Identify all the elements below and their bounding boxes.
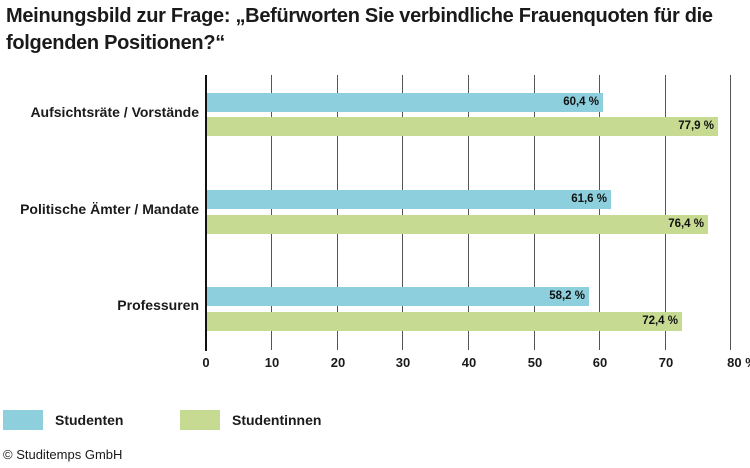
bar-studentinnen: 77,9 % [207, 117, 718, 136]
x-tick-label: 60 [592, 355, 608, 370]
legend-label-studenten: Studenten [55, 412, 124, 428]
gridline-60 [599, 75, 600, 350]
bar-studenten: 60,4 % [207, 93, 603, 112]
x-tick-label: 30 [395, 355, 411, 370]
gridline-50 [534, 75, 535, 350]
category-label: Professuren [117, 297, 199, 313]
bar-value-label: 72,4 % [642, 315, 678, 327]
x-tick-label: 50 [527, 355, 543, 370]
copyright-notice: © Studitemps GmbH [3, 447, 123, 462]
bar-value-label: 60,4 % [563, 96, 599, 108]
chart-title: Meinungsbild zur Frage: „Befürworten Sie… [6, 5, 713, 54]
gridline-70 [665, 75, 666, 350]
legend-label-studentinnen: Studentinnen [232, 412, 322, 428]
x-tick-label: 10 [264, 355, 280, 370]
bar-value-label: 77,9 % [678, 120, 714, 132]
x-tick-label: 80 % [727, 355, 750, 370]
legend-swatch-studenten [3, 410, 43, 430]
bar-value-label: 58,2 % [549, 290, 585, 302]
bar-studenten: 58,2 % [207, 287, 589, 306]
gridline-20 [337, 75, 338, 350]
category-label: Politische Ämter / Mandate [20, 201, 199, 217]
bar-value-label: 61,6 % [571, 193, 607, 205]
category-label: Aufsichtsräte / Vorstände [30, 104, 199, 120]
legend: Studenten Studentinnen [0, 408, 750, 432]
gridline-30 [402, 75, 403, 350]
legend-swatch-studentinnen [180, 410, 220, 430]
bar-studentinnen: 76,4 % [207, 215, 708, 234]
bar-value-label: 76,4 % [668, 218, 704, 230]
gridline-80 [730, 75, 731, 350]
x-tick-label: 0 [202, 355, 210, 370]
bar-studenten: 61,6 % [207, 190, 611, 209]
y-axis-line [205, 75, 207, 351]
bar-studentinnen: 72,4 % [207, 312, 682, 331]
gridline-10 [271, 75, 272, 350]
x-tick-label: 70 [658, 355, 674, 370]
x-tick-label: 40 [461, 355, 477, 370]
x-tick-label: 20 [330, 355, 346, 370]
gridline-40 [468, 75, 469, 350]
